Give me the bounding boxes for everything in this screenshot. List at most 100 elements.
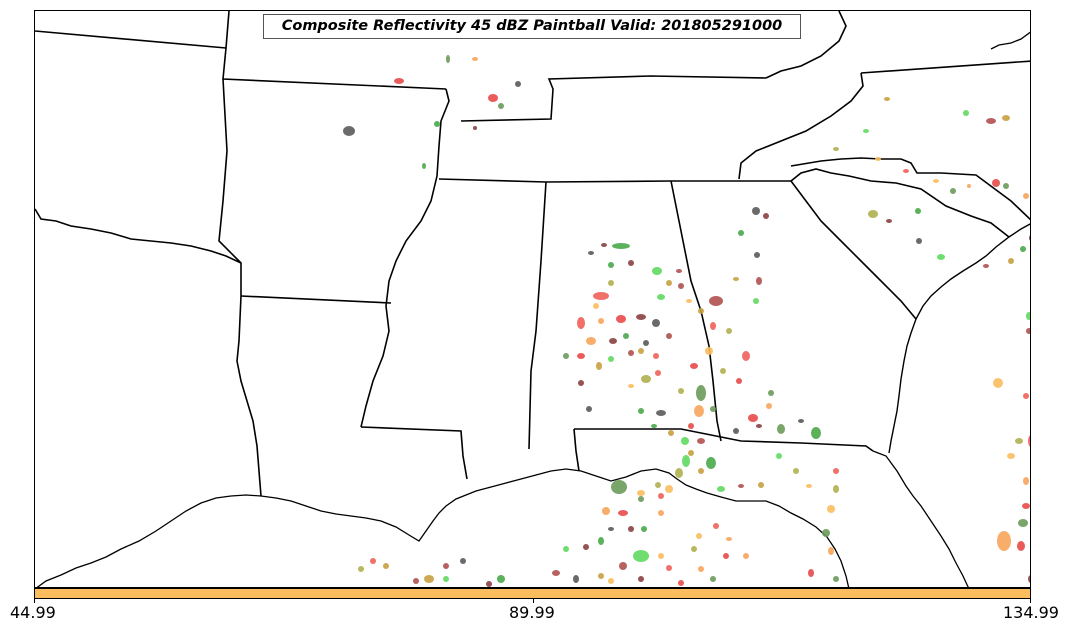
reflectivity-blob — [811, 427, 821, 439]
reflectivity-blob — [473, 126, 477, 130]
reflectivity-blob — [1018, 519, 1028, 527]
reflectivity-blob — [424, 575, 434, 583]
reflectivity-blob — [868, 210, 878, 218]
reflectivity-blob — [967, 184, 971, 188]
colorbar-tick-label-max: 134.99 — [1003, 603, 1059, 622]
reflectivity-blob — [777, 424, 785, 434]
reflectivity-blob — [1023, 393, 1029, 399]
reflectivity-blob — [1028, 435, 1030, 447]
reflectivity-blob — [833, 576, 839, 582]
reflectivity-blob — [623, 333, 629, 339]
reflectivity-blob — [752, 207, 760, 215]
reflectivity-blob — [1003, 183, 1009, 189]
reflectivity-blob — [963, 110, 969, 116]
reflectivity-blob — [628, 260, 634, 266]
reflectivity-blob — [656, 410, 666, 416]
reflectivity-blob — [633, 550, 649, 562]
reflectivity-blob — [658, 553, 664, 559]
reflectivity-blob — [638, 576, 644, 582]
reflectivity-blob — [884, 97, 890, 101]
reflectivity-blob — [748, 414, 758, 422]
reflectivity-blob — [1028, 575, 1030, 583]
reflectivity-paintballs — [343, 55, 1030, 587]
reflectivity-blob — [602, 507, 610, 515]
reflectivity-blob — [394, 78, 404, 84]
reflectivity-blob — [586, 406, 592, 412]
reflectivity-blob — [1023, 193, 1029, 199]
reflectivity-blob — [638, 348, 644, 354]
reflectivity-blob — [651, 424, 657, 428]
reflectivity-blob — [678, 388, 684, 394]
map-panel — [34, 10, 1031, 588]
reflectivity-blob — [658, 510, 664, 516]
reflectivity-blob — [608, 280, 614, 286]
reflectivity-blob — [886, 219, 892, 223]
reflectivity-blob — [828, 547, 834, 555]
reflectivity-blob — [1002, 115, 1010, 121]
reflectivity-blob — [636, 314, 646, 320]
reflectivity-blob — [608, 262, 614, 268]
reflectivity-blob — [497, 575, 505, 583]
reflectivity-blob — [446, 55, 450, 63]
reflectivity-blob — [713, 523, 719, 529]
reflectivity-blob — [652, 319, 660, 327]
reflectivity-blob — [833, 468, 839, 474]
atlantic-coastline — [888, 223, 1030, 454]
reflectivity-blob — [552, 570, 560, 576]
reflectivity-blob — [460, 558, 466, 564]
reflectivity-blob — [986, 118, 996, 124]
reflectivity-blob — [686, 299, 692, 303]
reflectivity-blob — [343, 126, 355, 136]
reflectivity-blob — [726, 328, 732, 334]
reflectivity-blob — [608, 356, 614, 362]
reflectivity-blob — [488, 94, 498, 102]
reflectivity-blob — [611, 480, 627, 494]
reflectivity-blob — [690, 363, 698, 369]
reflectivity-blob — [655, 370, 661, 376]
reflectivity-blob — [443, 576, 449, 582]
reflectivity-blob — [628, 526, 634, 532]
reflectivity-blob — [596, 362, 602, 370]
colorbar-tick — [34, 599, 35, 603]
reflectivity-blob — [498, 103, 504, 109]
reflectivity-blob — [709, 296, 723, 306]
map-canvas — [35, 11, 1030, 587]
reflectivity-blob — [678, 283, 684, 289]
reflectivity-blob — [808, 569, 814, 577]
reflectivity-blob — [628, 384, 634, 388]
reflectivity-blob — [937, 254, 945, 260]
reflectivity-blob — [993, 378, 1003, 388]
reflectivity-blob — [652, 267, 662, 275]
reflectivity-blob — [705, 347, 713, 355]
reflectivity-blob — [383, 563, 389, 569]
colorbar — [34, 588, 1031, 599]
reflectivity-blob — [698, 566, 704, 572]
reflectivity-blob — [696, 533, 702, 539]
reflectivity-blob — [593, 303, 599, 309]
reflectivity-blob — [915, 208, 921, 214]
reflectivity-blob — [641, 526, 647, 532]
reflectivity-blob — [933, 179, 939, 183]
reflectivity-blob — [598, 537, 604, 545]
reflectivity-blob — [738, 230, 744, 236]
reflectivity-blob — [833, 485, 839, 493]
reflectivity-blob — [1029, 235, 1030, 241]
reflectivity-blob — [413, 578, 419, 584]
colorbar-tick — [533, 599, 534, 603]
reflectivity-blob — [758, 482, 764, 488]
reflectivity-blob — [710, 322, 716, 330]
reflectivity-blob — [486, 581, 492, 587]
reflectivity-blob — [736, 378, 742, 384]
reflectivity-blob — [598, 318, 604, 324]
reflectivity-blob — [720, 368, 726, 374]
reflectivity-blob — [443, 563, 449, 569]
reflectivity-blob — [950, 188, 956, 194]
reflectivity-blob — [733, 428, 739, 434]
gulf-coastline — [36, 468, 850, 587]
florida-coastline — [872, 450, 969, 587]
reflectivity-blob — [638, 496, 644, 502]
reflectivity-blob — [588, 251, 594, 255]
reflectivity-blob — [682, 455, 690, 467]
reflectivity-blob — [675, 468, 683, 478]
reflectivity-blob — [806, 484, 812, 488]
